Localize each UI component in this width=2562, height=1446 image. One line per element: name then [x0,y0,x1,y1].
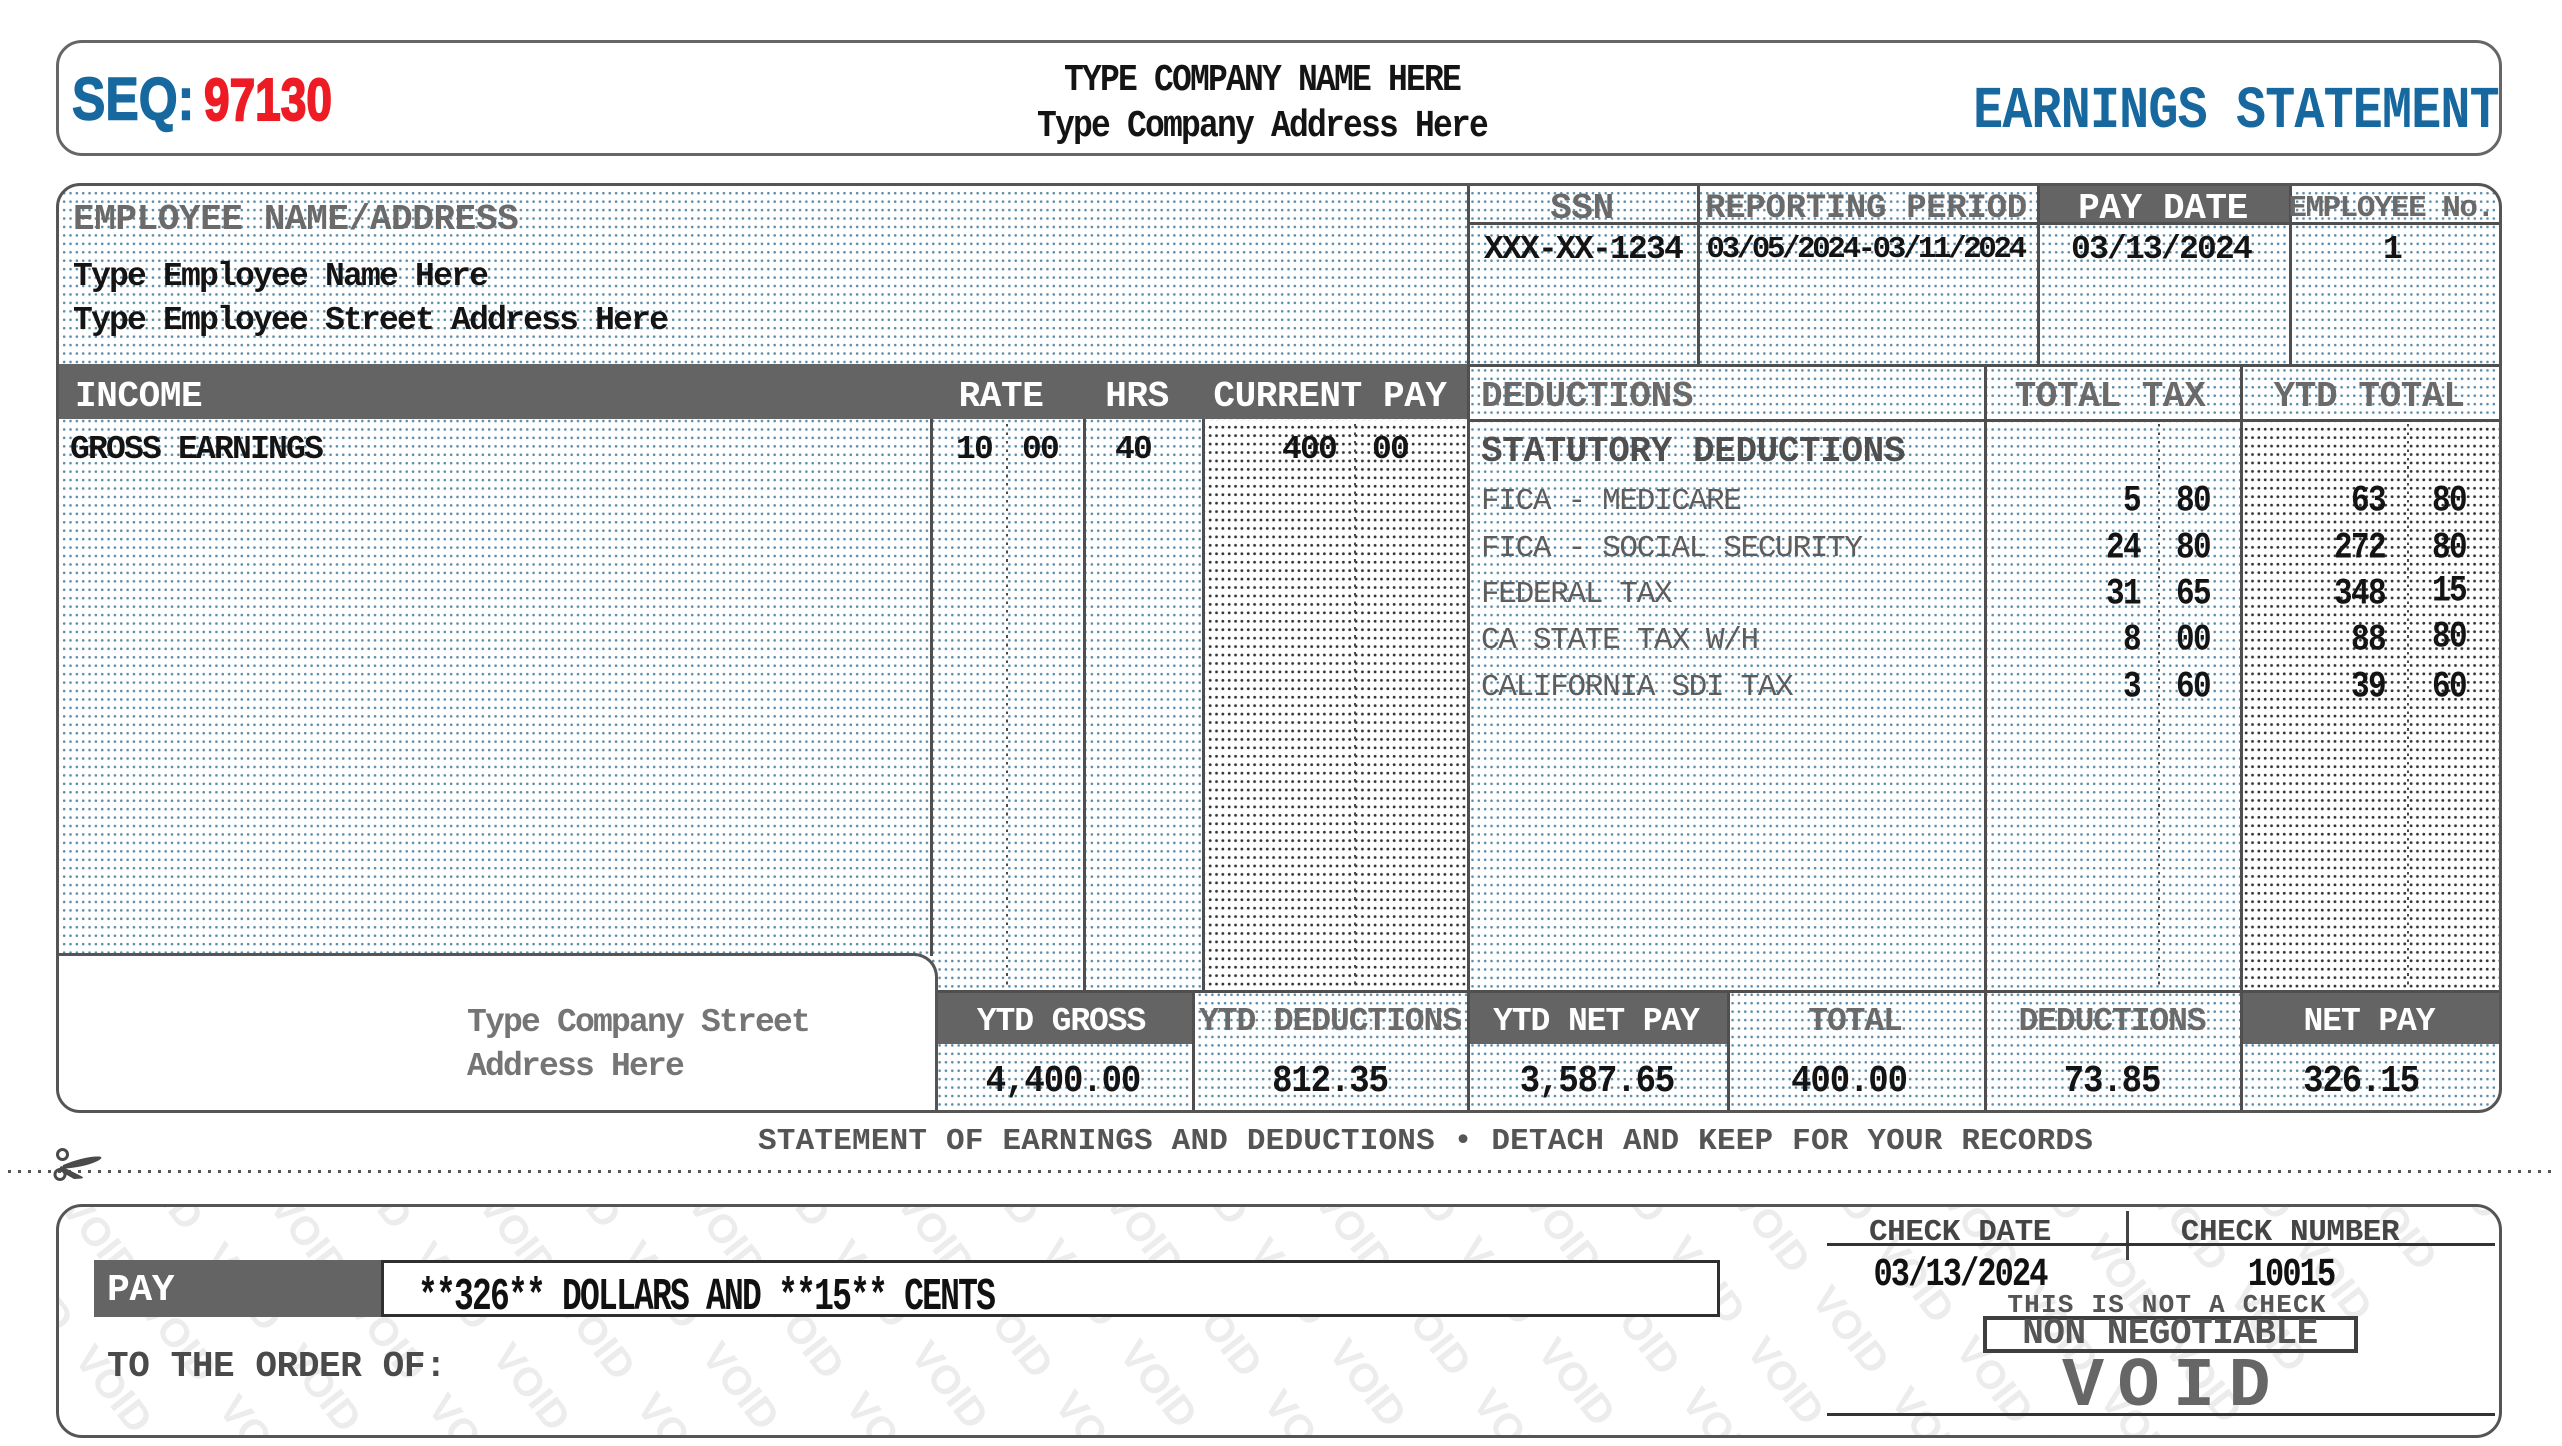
svg-text:VOID: VOID [1817,1430,1912,1435]
svg-text:VOID: VOID [1255,1382,1350,1435]
svg-text:VOID: VOID [837,1384,932,1435]
svg-text:VOID: VOID [953,1207,1048,1235]
svg-text:VOID: VOID [484,1335,579,1435]
svg-text:VOID: VOID [1371,1207,1466,1233]
svg-text:VOID: VOID [2416,1207,2499,1228]
svg-text:VOID: VOID [1399,1432,1494,1435]
svg-text:VOID: VOID [1464,1381,1559,1435]
svg-text:VOID: VOID [326,1207,421,1238]
svg-text:VOID: VOID [628,1385,723,1435]
svg-text:VOID: VOID [1673,1380,1768,1435]
svg-text:VOID: VOID [1882,1379,1977,1435]
svg-text:VOID: VOID [1111,1332,1206,1435]
svg-text:VOID: VOID [693,1334,788,1435]
svg-text:VOID: VOID [419,1386,514,1435]
svg-text:VOID: VOID [981,1434,1076,1435]
svg-text:VOID: VOID [1724,1207,1819,1282]
svg-text:VOID: VOID [1529,1330,1624,1434]
svg-text:VOID: VOID [1046,1383,1141,1435]
svg-text:VOID: VOID [210,1387,305,1435]
svg-text:VOID: VOID [1320,1331,1415,1435]
svg-text:VOID: VOID [2026,1429,2121,1435]
svg-text:VOID: VOID [1580,1207,1675,1232]
svg-text:VOID: VOID [535,1207,630,1237]
svg-text:VOID: VOID [1738,1329,1833,1433]
svg-text:VOID: VOID [59,1236,82,1340]
svg-text:VOID: VOID [1608,1431,1703,1435]
svg-text:VOID: VOID [1190,1433,1285,1435]
svg-text:VOID: VOID [744,1207,839,1236]
svg-text:VOID: VOID [117,1207,212,1239]
svg-text:VOID: VOID [1162,1207,1257,1234]
svg-text:VOID: VOID [902,1333,997,1435]
